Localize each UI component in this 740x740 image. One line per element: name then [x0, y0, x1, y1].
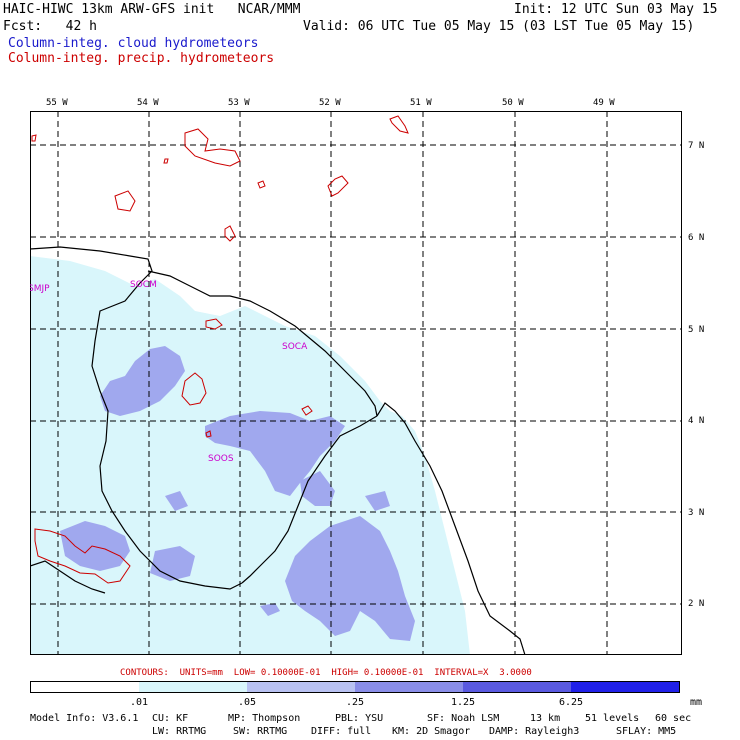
model-sf: SF: Noah LSM [427, 713, 500, 724]
model-version: Model Info: V3.6.1 [30, 713, 139, 724]
lat-label-7n: 7 N [688, 141, 705, 151]
station-soos: SOOS [208, 454, 234, 464]
lat-label-6n: 6 N [688, 233, 705, 243]
init-time: Init: 12 UTC Sun 03 May 15 [514, 2, 718, 17]
model-km: KM: 2D Smagor [392, 726, 471, 737]
valid-time: Valid: 06 UTC Tue 05 May 15 (03 LST Tue … [303, 19, 695, 34]
chart-title: HAIC-HIWC 13km ARW-GFS init NCAR/MMM [3, 2, 301, 17]
colorbar [30, 681, 680, 693]
model-timestep: 60 sec [655, 713, 692, 724]
model-sflay: SFLAY: MM5 [616, 726, 677, 737]
model-resolution: 13 km [530, 713, 561, 724]
colorbar-label-005: .05 [237, 697, 257, 708]
coastlines [30, 246, 526, 655]
colorbar-label-025: .25 [345, 697, 365, 708]
model-levels: 51 levels [585, 713, 640, 724]
lat-label-2n: 2 N [688, 599, 705, 609]
colorbar-label-625: 6.25 [558, 697, 584, 708]
colorbar-segment [571, 682, 679, 692]
colorbar-label-001: .01 [129, 697, 149, 708]
station-socm: SOCM [130, 280, 157, 290]
contours-note: CONTOURS: UNITS=mm LOW= 0.10000E-01 HIGH… [120, 668, 532, 678]
lon-label-54w: 54 W [137, 98, 159, 108]
colorbar-segment [139, 682, 247, 692]
model-damp: DAMP: Rayleigh3 [489, 726, 580, 737]
lat-label-5n: 5 N [688, 325, 705, 335]
model-sw: SW: RRTMG [233, 726, 288, 737]
colorbar-segment [31, 682, 139, 692]
lat-label-3n: 3 N [688, 508, 705, 518]
model-diff: DIFF: full [311, 726, 372, 737]
lon-label-55w: 55 W [46, 98, 68, 108]
station-smjp: SMJP [30, 284, 50, 294]
lon-label-51w: 51 W [410, 98, 432, 108]
colorbar-segment [247, 682, 355, 692]
colorbar-segment [355, 682, 463, 692]
station-soca: SOCA [282, 342, 308, 352]
model-cu: CU: KF [152, 713, 189, 724]
precip-contours [31, 115, 409, 584]
colorbar-units: mm [690, 697, 703, 708]
legend-cloud-hydrometeors: Column-integ. cloud hydrometeors [8, 36, 259, 51]
forecast-hour: Fcst: 42 h [3, 19, 97, 34]
lon-label-52w: 52 W [319, 98, 341, 108]
lon-label-50w: 50 W [502, 98, 524, 108]
lon-label-49w: 49 W [593, 98, 615, 108]
model-pbl: PBL: YSU [335, 713, 384, 724]
colorbar-label-125: 1.25 [450, 697, 476, 708]
forecast-map: SMJP SOCM SOCA SOOS [30, 111, 682, 655]
model-mp: MP: Thompson [228, 713, 301, 724]
lon-label-53w: 53 W [228, 98, 250, 108]
legend-precip-hydrometeors: Column-integ. precip. hydrometeors [8, 51, 275, 66]
map-frame [30, 111, 682, 655]
lat-label-4n: 4 N [688, 416, 705, 426]
model-lw: LW: RRTMG [152, 726, 207, 737]
lat-lon-grid [30, 111, 682, 655]
colorbar-segment [463, 682, 571, 692]
